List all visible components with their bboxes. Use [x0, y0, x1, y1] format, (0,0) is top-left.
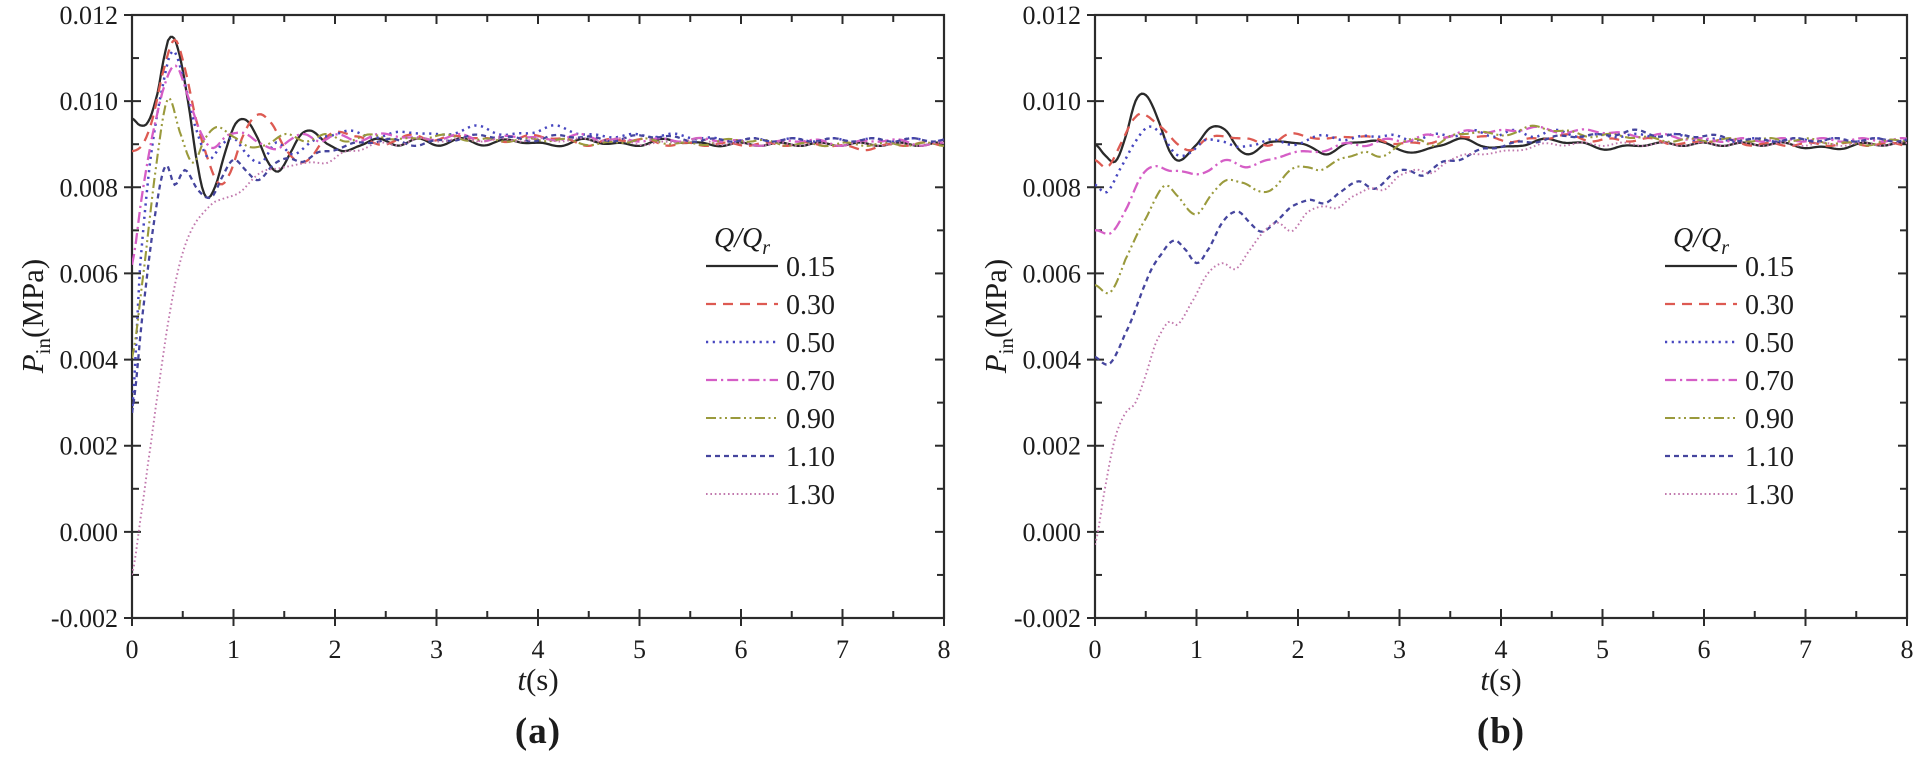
y-tick-label: 0.008	[60, 173, 119, 202]
x-tick-label: 0	[1089, 635, 1102, 664]
axis-ticks	[1087, 14, 1908, 626]
y-axis-subscript: in	[994, 337, 1019, 355]
panel-a: 0 1 2 3 4 5 6 7 8 -0.002 0.000 0.002 0.004 0.006 0.008…	[0, 0, 962, 769]
y-tick-label: 0.012	[60, 1, 119, 30]
x-tick-label: 7	[836, 635, 849, 664]
panel-label-a: (a)	[514, 711, 562, 752]
legend-entry-label: 0.30	[1745, 290, 1794, 321]
legend-entry-label: 1.10	[786, 442, 835, 473]
curve-0.50	[1095, 125, 1907, 194]
legend-entry-label: 0.90	[1745, 404, 1794, 435]
x-tick-label: 0	[126, 635, 139, 664]
x-tick-label: 6	[735, 635, 748, 664]
y-tick-label: 0.002	[1023, 432, 1082, 461]
x-tick-label: 4	[532, 635, 545, 664]
x-tick-label: 3	[1393, 635, 1406, 664]
x-tick-label: 2	[1292, 635, 1305, 664]
x-tick-label: 4	[1495, 635, 1508, 664]
y-axis-subscript: in	[31, 337, 56, 355]
y-tick-label: 0.010	[60, 87, 119, 116]
x-axis-unit: (s)	[1488, 662, 1522, 697]
legend-entry-label: 1.10	[1745, 442, 1794, 473]
y-tick-label: 0.010	[1023, 87, 1082, 116]
legend-entry-label: 0.70	[1745, 366, 1794, 397]
axis-ticks	[124, 14, 945, 626]
x-axis-variable: t	[1480, 662, 1489, 697]
curves	[1095, 92, 1907, 545]
x-tick-label: 5	[1596, 635, 1609, 664]
y-tick-label: 0.002	[60, 432, 119, 461]
x-tick-label: 8	[1901, 635, 1914, 664]
legend: Q/Qr 0.15 0.30 0.50 0.70 0.90 1.10 1.30	[706, 223, 835, 511]
legend-entry-label: 1.30	[786, 480, 835, 511]
chart-b-plot: 0 1 2 3 4 5 6 7 8 -0.002 0.000 0.002 0.004 0.006 0.008…	[1014, 1, 1914, 664]
chart-a-plot: 0 1 2 3 4 5 6 7 8 -0.002 0.000 0.002 0.004 0.006 0.008…	[51, 1, 951, 664]
curve-0.70	[132, 64, 944, 266]
y-axis-unit: (MPa)	[15, 258, 50, 338]
legend-entry-label: 0.50	[1745, 328, 1794, 359]
legend-entry-label: 0.90	[786, 404, 835, 435]
y-tick-label: 0.004	[1023, 346, 1082, 375]
x-tick-label: 1	[227, 635, 240, 664]
x-tick-label: 3	[430, 635, 443, 664]
curve-0.30	[132, 38, 944, 186]
x-axis-variable: t	[517, 662, 526, 697]
curve-0.90	[132, 96, 944, 359]
curves	[132, 35, 944, 576]
curve-0.70	[1095, 125, 1907, 236]
y-tick-label: -0.002	[1014, 604, 1081, 633]
panel-label-b: (b)	[1476, 711, 1526, 752]
panel-b: 0 1 2 3 4 5 6 7 8 -0.002 0.000 0.002 0.004 0.006 0.008…	[963, 0, 1925, 769]
y-axis-variable: P	[978, 354, 1013, 374]
curve-0.15	[132, 35, 944, 200]
legend-title: Q/Qr	[1673, 223, 1729, 259]
y-tick-label: 0.008	[1023, 173, 1082, 202]
curve-1.30	[1095, 141, 1907, 545]
x-tick-label: 6	[1698, 635, 1711, 664]
y-tick-label: 0.000	[60, 518, 119, 547]
x-axis-title: t(s)	[132, 662, 944, 698]
y-tick-label: 0.000	[1023, 518, 1082, 547]
x-tick-label: 1	[1190, 635, 1203, 664]
x-tick-label: 2	[329, 635, 342, 664]
x-tick-label: 8	[938, 635, 951, 664]
y-tick-label: -0.002	[51, 604, 118, 633]
curve-1.10	[132, 133, 944, 413]
x-tick-label: 5	[633, 635, 646, 664]
y-tick-label: 0.004	[60, 346, 119, 375]
legend-title: Q/Qr	[714, 223, 770, 259]
legend: Q/Qr 0.15 0.30 0.50 0.70 0.90 1.10 1.30	[1665, 223, 1794, 511]
x-axis-unit: (s)	[525, 662, 559, 697]
legend-entry-label: 0.15	[1745, 252, 1794, 283]
legend-entry-label: 1.30	[1745, 480, 1794, 511]
y-axis-title: Pin(MPa)	[978, 258, 1018, 374]
legend-entry-label: 0.50	[786, 328, 835, 359]
y-tick-label: 0.012	[1023, 1, 1082, 30]
legend-entry-label: 0.15	[786, 252, 835, 283]
y-tick-label: 0.006	[1023, 259, 1082, 288]
x-tick-label: 7	[1799, 635, 1812, 664]
legend-entry-label: 0.70	[786, 366, 835, 397]
y-tick-label: 0.006	[60, 259, 119, 288]
curve-1.10	[1095, 128, 1907, 366]
y-axis-unit: (MPa)	[978, 258, 1013, 338]
curve-1.30	[132, 136, 944, 576]
legend-entry-label: 0.30	[786, 290, 835, 321]
y-axis-title: Pin(MPa)	[15, 258, 55, 374]
curve-0.30	[1095, 112, 1907, 169]
y-axis-variable: P	[15, 354, 50, 374]
curve-0.90	[1095, 124, 1907, 295]
x-axis-title: t(s)	[1095, 662, 1907, 698]
